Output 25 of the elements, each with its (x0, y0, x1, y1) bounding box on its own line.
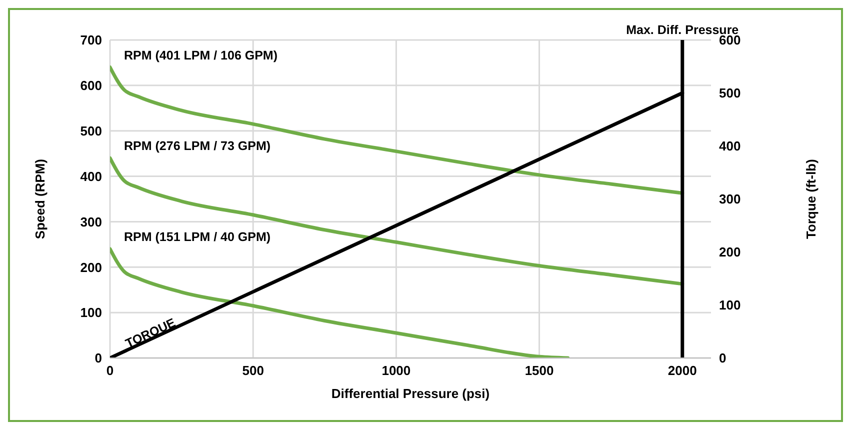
series-label: RPM (401 LPM / 106 GPM) (124, 48, 278, 62)
y-tick-label: 700 (80, 32, 102, 48)
x-tick-label: 2000 (668, 363, 697, 378)
y2-tick-label: 500 (719, 86, 741, 101)
y2-tick-label: 200 (719, 244, 741, 260)
y-tick-label: 300 (80, 214, 102, 230)
y2-axis-title: Torque (ft-lb) (804, 159, 819, 239)
x-tick-label: 1000 (382, 363, 411, 378)
y-tick-label: 400 (80, 168, 102, 184)
y2-tick-label: 300 (719, 192, 741, 207)
series-label: RPM (151 LPM / 40 GPM) (124, 230, 271, 244)
x-tick-label: 500 (242, 363, 264, 378)
y-tick-label: 100 (80, 305, 102, 320)
y2-tick-label: 100 (719, 298, 741, 313)
y-tick-label: 0 (94, 350, 102, 366)
y2-tick-label: 0 (719, 350, 726, 366)
x-tick-label: 1500 (524, 363, 554, 378)
x-axis-title: Differential Pressure (psi) (331, 386, 490, 401)
y-tick-label: 200 (80, 260, 102, 275)
y-tick-label: 500 (80, 123, 102, 138)
y-tick-label: 600 (80, 78, 102, 94)
y-axis-title: Speed (RPM) (32, 158, 48, 240)
series-label: RPM (276 LPM / 73 GPM) (124, 139, 271, 154)
x-tick-label: 0 (106, 363, 114, 378)
y2-tick-label: 400 (719, 138, 741, 154)
